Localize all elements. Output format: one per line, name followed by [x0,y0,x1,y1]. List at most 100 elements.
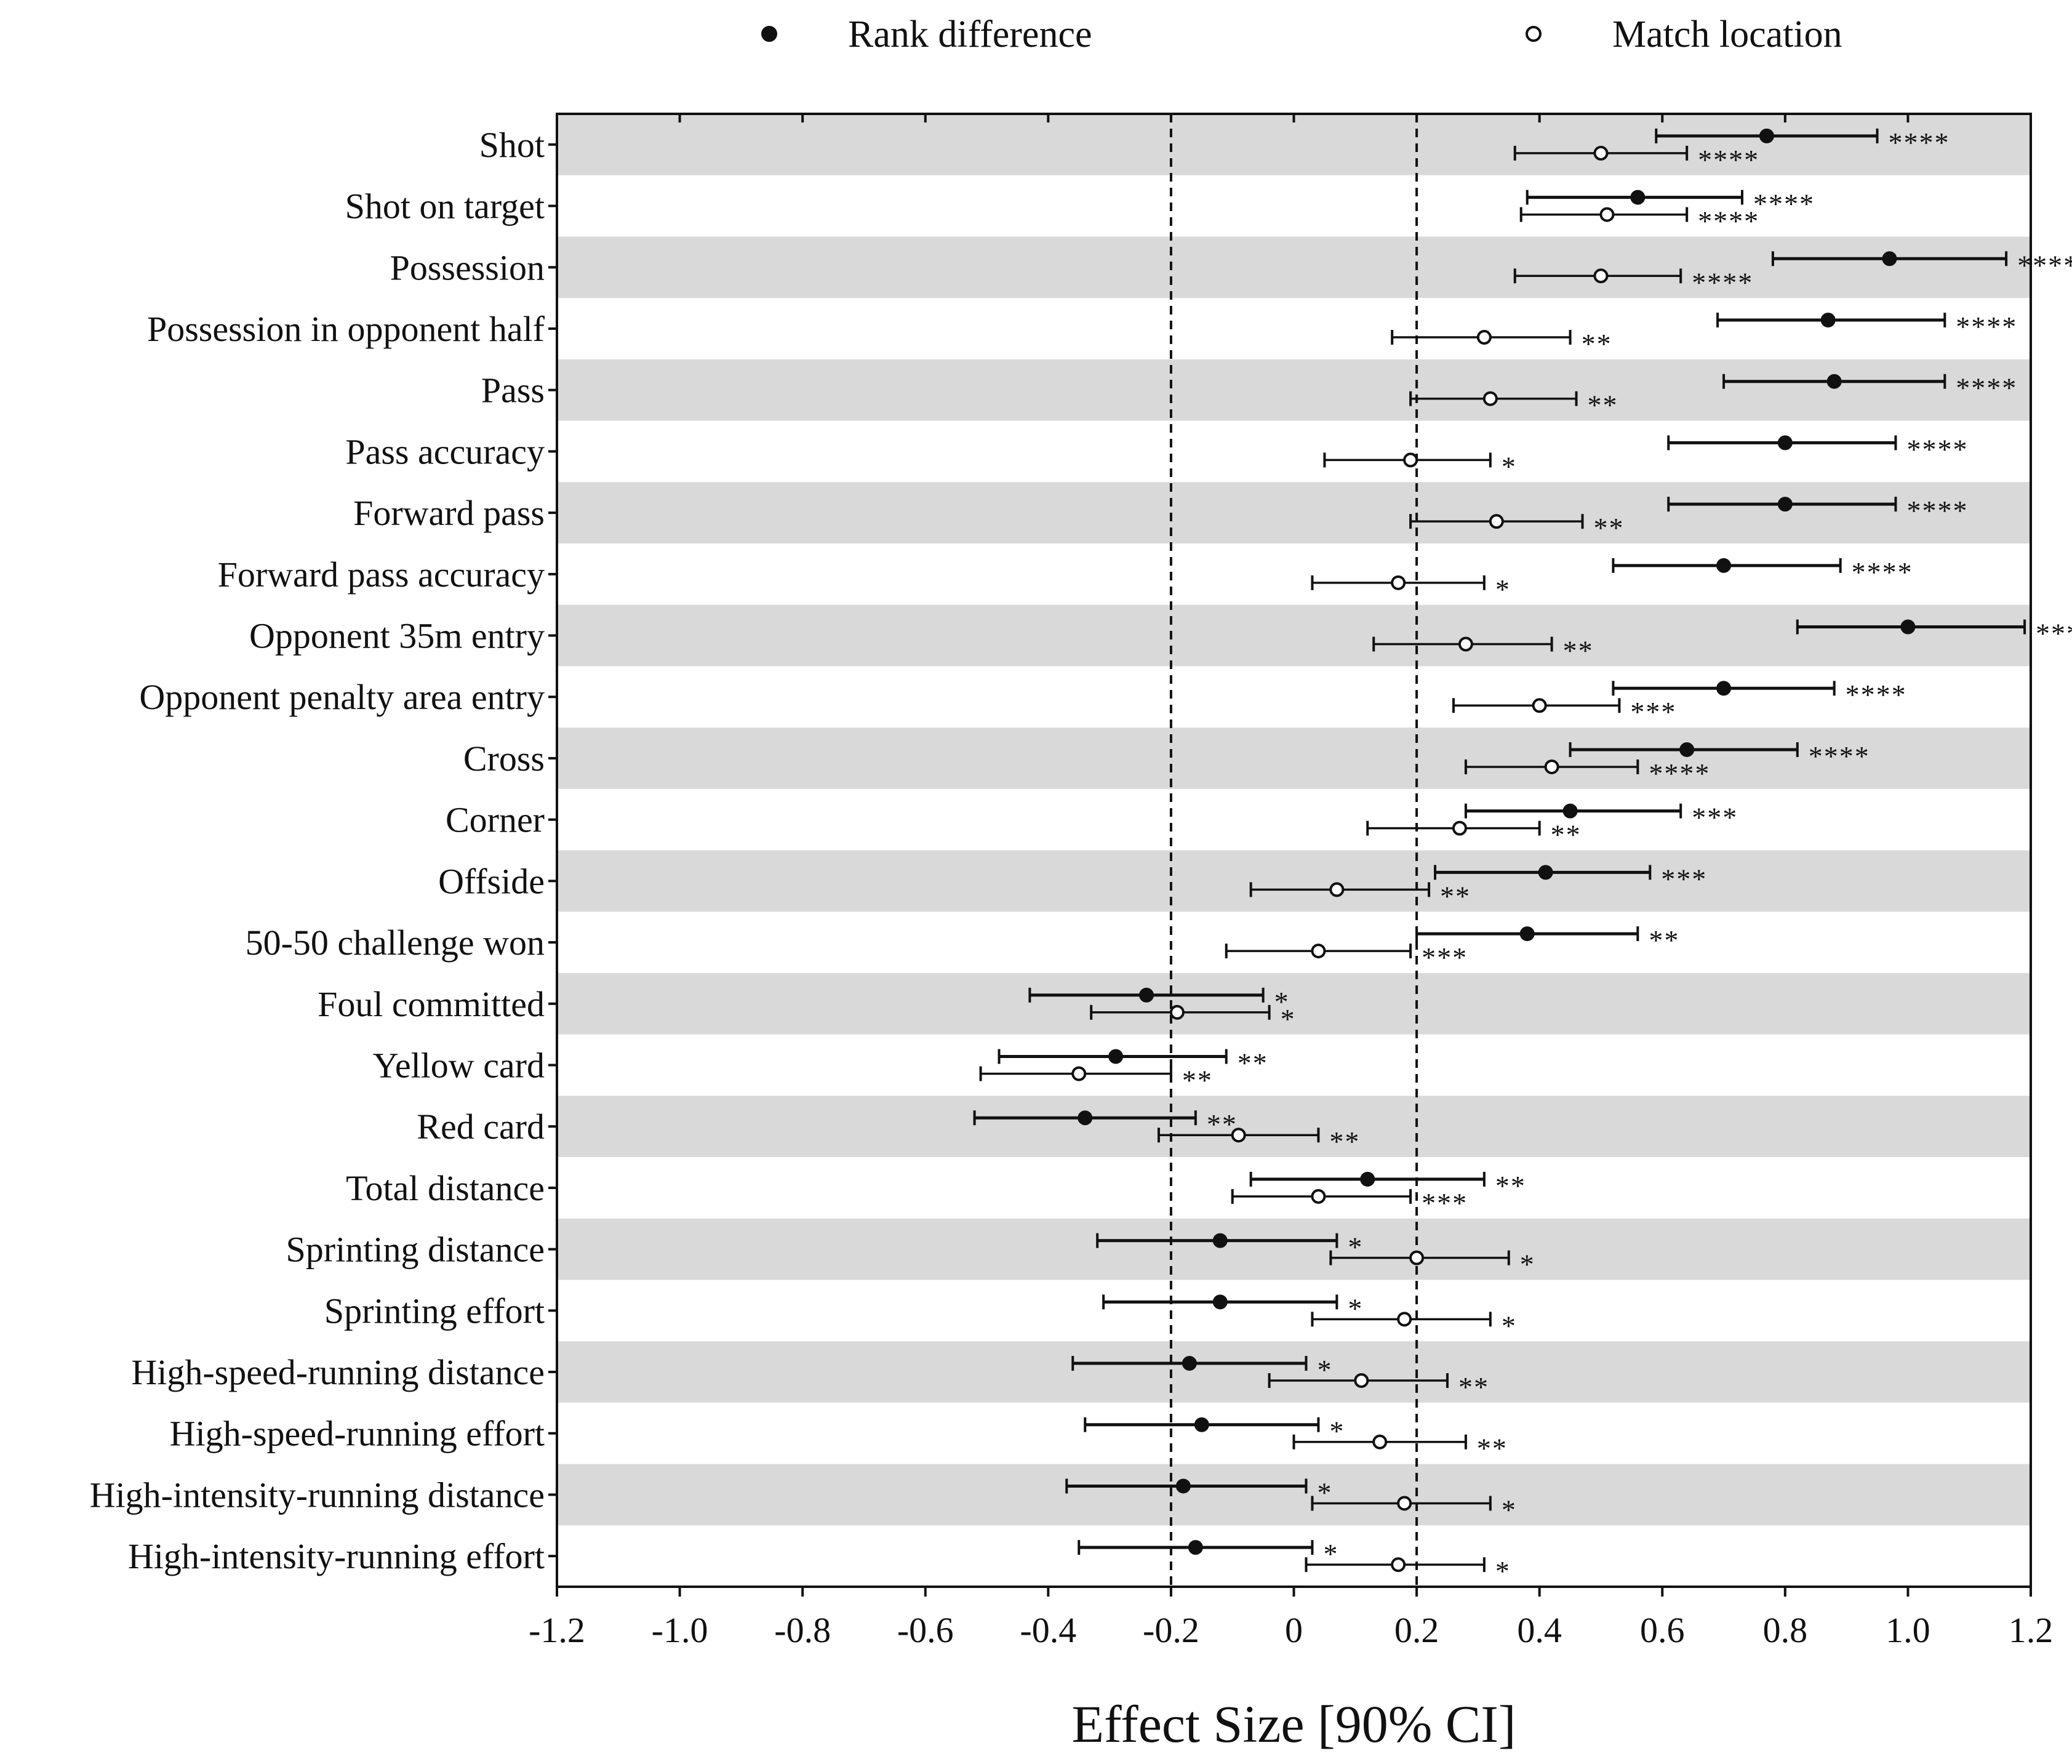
match-location-significance: ** [1440,880,1471,912]
rank-difference-mark: ** [998,1047,1267,1078]
rank-difference-significance: **** [1906,495,1968,526]
match-location-significance: ** [1594,512,1625,543]
legend-label: Rank difference [848,14,1092,55]
x-tick-label: -0.2 [1143,1610,1199,1650]
rank-difference-significance: **** [2017,249,2072,281]
category-label: 50-50 challenge won [246,923,545,963]
match-location-significance: ** [1182,1064,1213,1096]
rank-difference-significance: **** [1956,311,2017,342]
match-location-significance: ** [1329,1126,1360,1157]
match-location-mark: *** [1452,696,1676,728]
row-band [557,359,2031,421]
rank-difference-significance: * [1323,1538,1338,1570]
match-location-mark: ** [1391,328,1611,359]
match-location-mark: *** [1225,942,1466,973]
match-location-point [1391,575,1406,590]
rank-difference-point [1194,1417,1209,1432]
x-tick-label: -1.2 [529,1610,585,1650]
match-location-point [1169,1004,1185,1020]
rank-difference-mark: **** [1612,679,1906,710]
rank-difference-point [1900,619,1916,635]
rank-difference-point [1538,865,1553,880]
category-label: Pass accuracy [345,431,545,471]
rank-difference-point [1212,1233,1228,1248]
rank-difference-point [1519,926,1535,942]
match-location-mark: ** [1292,1433,1506,1464]
rank-difference-point [1777,497,1793,512]
match-location-point [1532,698,1547,713]
match-location-mark: * [1311,1310,1516,1341]
match-location-significance: * [1502,1494,1517,1525]
category-label: High-speed-running effort [170,1414,545,1454]
match-location-significance: ** [1458,1371,1489,1403]
category-label: Sprinting distance [286,1230,545,1270]
rank-difference-mark: **** [1667,495,1968,526]
rank-difference-point [1175,1478,1191,1494]
row-bands [557,114,2031,1526]
match-location-mark: **** [1519,206,1759,237]
rank-difference-significance: * [1329,1416,1345,1447]
rank-difference-significance: *** [1661,863,1707,894]
legend: Rank difference Match location [761,14,1842,55]
match-location-mark: ** [1268,1371,1489,1403]
rank-difference-significance: **** [1889,127,1950,158]
x-tick-label: -1.0 [652,1610,708,1650]
match-location-point [1397,1312,1412,1327]
row-band [557,972,2031,1035]
match-location-significance: * [1520,1249,1535,1280]
row-band [557,482,2031,543]
match-location-significance: ** [1551,819,1582,851]
category-label: Opponent 35m entry [249,616,545,656]
x-tick-label: 0.8 [1763,1610,1808,1650]
category-label: Possession [390,247,545,287]
rank-difference-point [1562,803,1578,819]
rank-difference-point [1759,128,1774,143]
rank-difference-mark: ** [1249,1170,1525,1201]
match-location-mark: ** [1409,390,1617,421]
x-tick-label: -0.6 [897,1610,954,1650]
x-tick-label: 0.2 [1394,1610,1439,1650]
row-band [557,1096,2031,1158]
rank-difference-mark: * [1065,1477,1331,1508]
x-tick-label: 1.2 [2009,1610,2054,1650]
match-location-mark: ** [1249,880,1471,912]
rank-difference-point [1882,251,1897,267]
match-location-mark: * [1305,1555,1510,1587]
category-label: Shot [479,125,545,165]
rank-difference-point [1777,435,1793,451]
rank-difference-mark: **** [1612,556,1913,588]
match-location-mark: **** [1513,267,1752,298]
match-location-point [1593,268,1609,284]
category-label: Offside [438,861,545,901]
rank-difference-significance: **** [1852,556,1913,588]
match-location-significance: **** [1698,206,1759,237]
row-band [557,850,2031,912]
rank-difference-point [1820,312,1836,327]
rank-difference-point [1108,1049,1124,1064]
rank-difference-point [1188,1540,1203,1555]
match-location-mark: ** [979,1064,1213,1096]
rank-difference-point [1679,742,1695,757]
category-label: Forward pass accuracy [218,555,545,595]
match-location-significance: * [1495,574,1511,605]
rank-difference-mark: **** [1655,127,1950,158]
rank-difference-significance: **** [1906,433,1968,465]
match-location-significance: *** [1630,696,1676,728]
rank-difference-significance: **** [1809,740,1870,772]
rank-difference-mark: * [1102,1293,1363,1324]
rank-difference-significance: ** [1649,924,1679,956]
match-location-point [1593,145,1609,161]
category-label: Cross [463,739,545,779]
rank-difference-mark: ** [1415,924,1679,956]
x-tick-label: 0.6 [1640,1610,1685,1650]
rank-difference-significance: * [1348,1293,1363,1324]
rank-difference-point [1360,1171,1375,1187]
rank-difference-mark: *** [1434,863,1707,894]
rank-difference-point [1630,190,1646,205]
row-band [557,1464,2031,1526]
x-tick-label: 0 [1285,1610,1303,1650]
match-location-significance: * [1281,1003,1296,1035]
match-location-point [1372,1434,1388,1449]
category-label: Shot on target [345,186,545,227]
